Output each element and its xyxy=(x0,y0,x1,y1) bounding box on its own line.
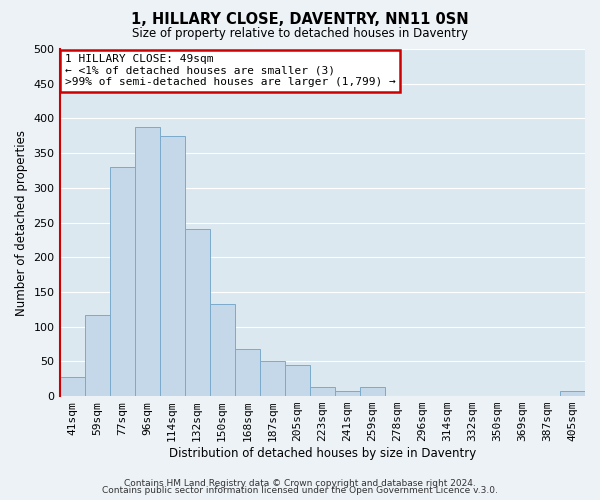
Bar xyxy=(360,387,385,396)
Text: Contains HM Land Registry data © Crown copyright and database right 2024.: Contains HM Land Registry data © Crown c… xyxy=(124,478,476,488)
Bar xyxy=(310,387,335,396)
Bar xyxy=(185,230,209,396)
Text: Contains public sector information licensed under the Open Government Licence v.: Contains public sector information licen… xyxy=(102,486,498,495)
Bar xyxy=(260,362,285,396)
Bar xyxy=(560,391,585,396)
Text: 1, HILLARY CLOSE, DAVENTRY, NN11 0SN: 1, HILLARY CLOSE, DAVENTRY, NN11 0SN xyxy=(131,12,469,28)
Text: Size of property relative to detached houses in Daventry: Size of property relative to detached ho… xyxy=(132,28,468,40)
Bar xyxy=(134,126,160,396)
Bar xyxy=(110,167,134,396)
Y-axis label: Number of detached properties: Number of detached properties xyxy=(15,130,28,316)
Bar xyxy=(59,376,85,396)
Bar xyxy=(160,136,185,396)
Bar xyxy=(235,349,260,396)
Bar xyxy=(285,365,310,396)
Text: 1 HILLARY CLOSE: 49sqm
← <1% of detached houses are smaller (3)
>99% of semi-det: 1 HILLARY CLOSE: 49sqm ← <1% of detached… xyxy=(65,54,395,88)
Bar xyxy=(209,304,235,396)
Bar xyxy=(85,315,110,396)
Bar xyxy=(335,390,360,396)
X-axis label: Distribution of detached houses by size in Daventry: Distribution of detached houses by size … xyxy=(169,447,476,460)
